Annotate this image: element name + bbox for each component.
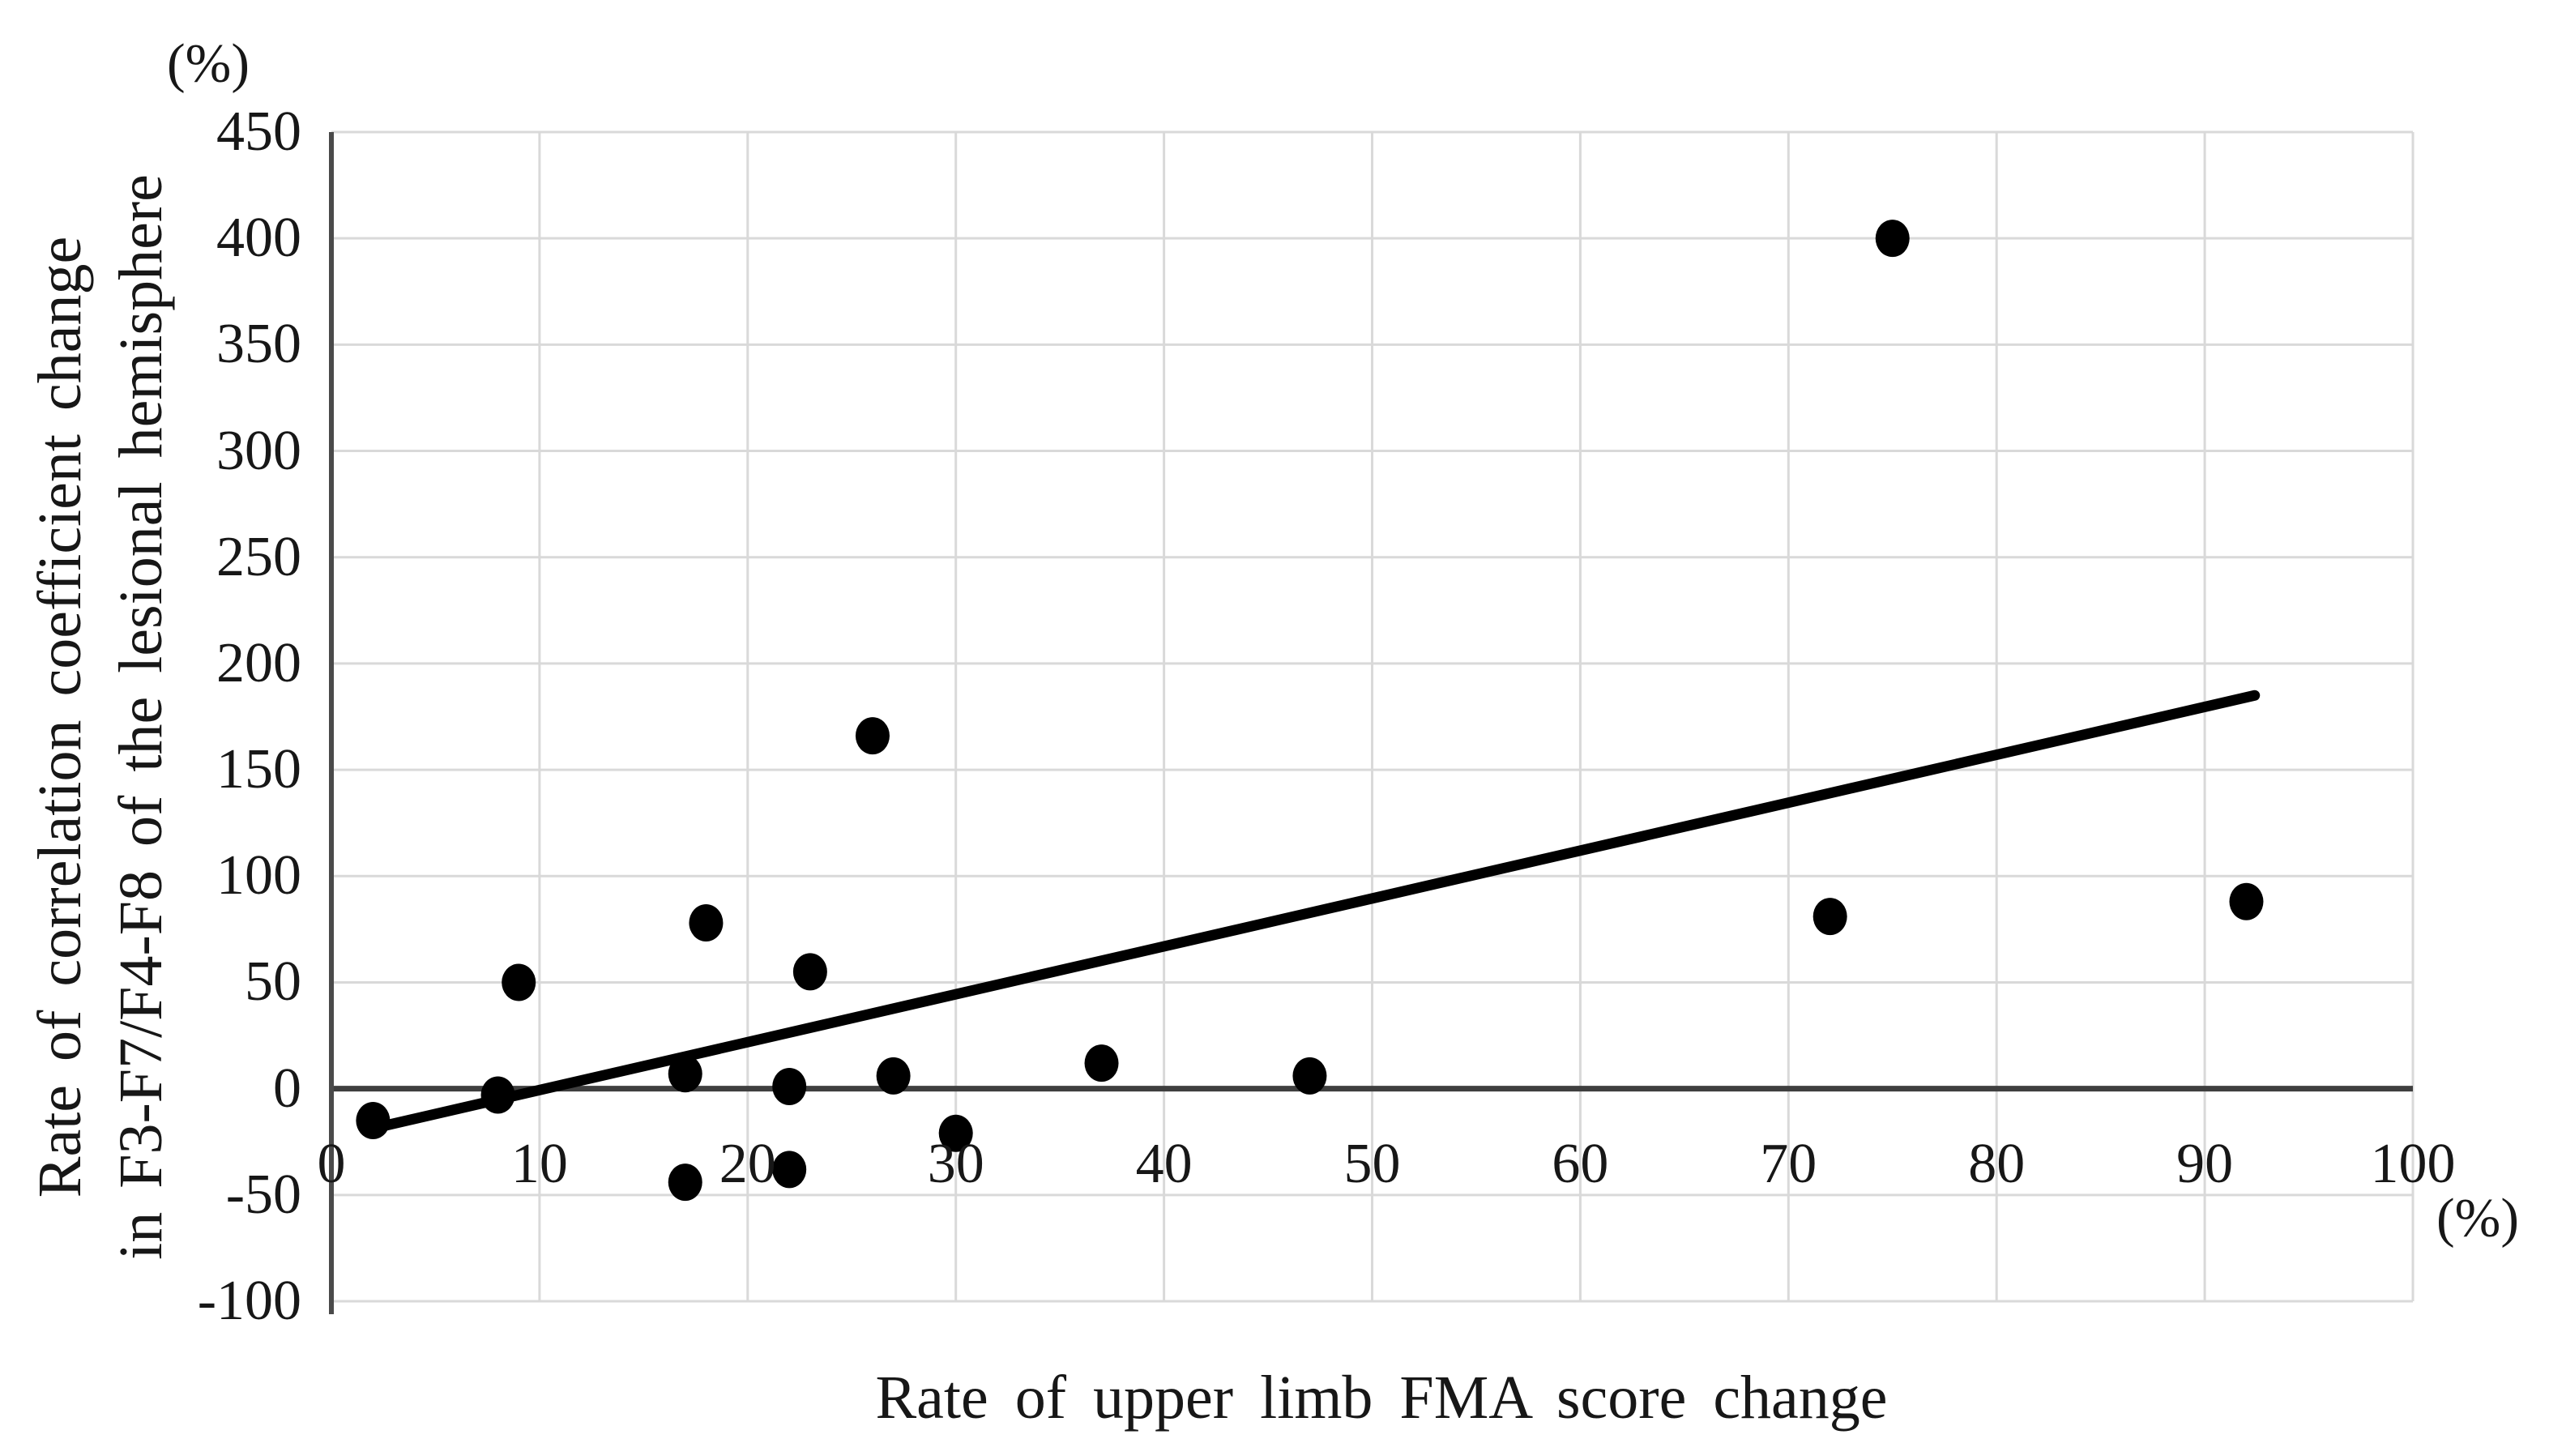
- data-point: [668, 1055, 702, 1093]
- y-tick-label: 350: [216, 313, 301, 376]
- x-tick-label: 60: [1552, 1133, 1609, 1195]
- x-tick-label: 10: [510, 1133, 568, 1195]
- y-tick-label: 300: [216, 419, 301, 482]
- y-axis-unit-label: (%): [167, 32, 250, 94]
- y-tick-label: -50: [225, 1163, 301, 1226]
- x-tick-label: 20: [719, 1133, 776, 1195]
- y-tick-label: 200: [216, 631, 301, 694]
- x-tick-label: 90: [2176, 1133, 2234, 1195]
- y-tick-label: -100: [197, 1270, 301, 1332]
- data-point: [772, 1151, 807, 1189]
- y-tick-label: 250: [216, 525, 301, 588]
- y-tick-label: 450: [216, 100, 301, 163]
- y-tick-label: 100: [216, 844, 301, 907]
- data-point: [502, 963, 536, 1001]
- data-point: [1875, 220, 1910, 258]
- data-point: [938, 1114, 973, 1152]
- y-tick-label: 400: [216, 207, 301, 270]
- data-point: [772, 1068, 807, 1106]
- x-tick-label: 50: [1343, 1133, 1401, 1195]
- data-point: [1084, 1044, 1119, 1082]
- y-tick-label: 150: [216, 738, 301, 801]
- data-point: [356, 1101, 391, 1139]
- x-axis-title: Rate of upper limb FMA score change: [875, 1364, 1888, 1432]
- data-point: [2229, 882, 2264, 920]
- data-point: [876, 1057, 911, 1095]
- data-point: [689, 903, 724, 941]
- data-point: [480, 1076, 515, 1114]
- x-axis-unit-label: (%): [2436, 1186, 2519, 1249]
- x-tick-label: 70: [1760, 1133, 1817, 1195]
- x-tick-label: 40: [1135, 1133, 1193, 1195]
- x-tick-label: 30: [927, 1133, 984, 1195]
- data-point: [668, 1164, 702, 1202]
- data-point: [1812, 898, 1847, 936]
- data-point: [1292, 1057, 1327, 1095]
- data-point: [792, 953, 827, 991]
- x-tick-label: 0: [317, 1133, 346, 1195]
- x-tick-label: 100: [2370, 1133, 2456, 1195]
- x-tick-label: 80: [1968, 1133, 2026, 1195]
- y-tick-label: 0: [273, 1057, 301, 1120]
- trend-line: [374, 690, 2261, 1133]
- y-tick-label: 50: [245, 950, 301, 1014]
- data-point: [855, 717, 890, 755]
